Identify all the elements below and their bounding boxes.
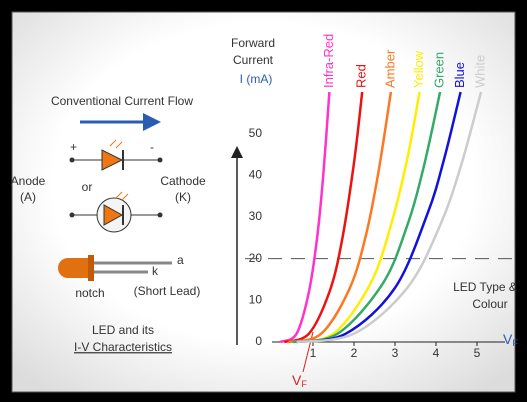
series-label: Green: [432, 52, 447, 88]
x-tick-label: 3: [392, 346, 399, 360]
y-tick-label: 50: [249, 126, 263, 140]
lead-a-label: a: [177, 253, 184, 267]
page: {"chart_data": {"type": "line", "y_label…: [0, 0, 527, 402]
x-tick-label: 2: [351, 346, 358, 360]
lead-k-label: k: [152, 264, 159, 278]
terminal: [158, 158, 163, 163]
y-tick-label: 40: [249, 168, 263, 182]
symbol-sub: F: [301, 379, 307, 389]
y-label: Forward: [231, 36, 275, 50]
y-tick-label: 10: [249, 293, 263, 307]
y-unit: I (mA): [240, 72, 273, 86]
series-label: Blue: [452, 62, 467, 88]
plus: +: [70, 140, 77, 154]
anode: Anode: [11, 174, 46, 188]
caption: I-V Characteristics: [74, 340, 172, 354]
series-label: Infra-Red: [321, 34, 336, 88]
chart: Conventional Current Flow + - Anode (A) …: [0, 0, 527, 402]
legend-title: Colour: [472, 297, 507, 311]
anode-symbol: (A): [20, 190, 36, 204]
y-tick-label: 20: [249, 251, 263, 265]
legend-title: LED Type &: [453, 280, 517, 294]
caption: LED and its: [92, 323, 154, 337]
y-label: Current: [233, 53, 274, 67]
symbol-sub: F: [512, 338, 518, 348]
minus: -: [150, 140, 154, 154]
series-label: White: [473, 55, 488, 88]
short-lead: (Short Lead): [134, 284, 201, 298]
y-tick-label: 30: [249, 209, 263, 223]
terminal: [70, 213, 75, 218]
series-label: Red: [354, 64, 369, 88]
axis-symbol: VF: [503, 331, 518, 349]
led-rim: [88, 255, 94, 281]
x-tick-label: 5: [474, 346, 481, 360]
notch-label: notch: [75, 286, 104, 300]
x-tick-label: 1: [310, 346, 317, 360]
cathode-symbol: (K): [175, 190, 191, 204]
series-label: Amber: [382, 49, 397, 88]
or: or: [82, 180, 93, 194]
terminal: [158, 213, 163, 218]
terminal: [70, 158, 75, 163]
y-tick-label: 0: [255, 334, 262, 348]
x-tick-label: 4: [433, 346, 440, 360]
flow-label: Conventional Current Flow: [51, 94, 193, 108]
series-label: Yellow: [411, 50, 426, 88]
cathode: Cathode: [160, 174, 206, 188]
led-body: [58, 258, 88, 278]
